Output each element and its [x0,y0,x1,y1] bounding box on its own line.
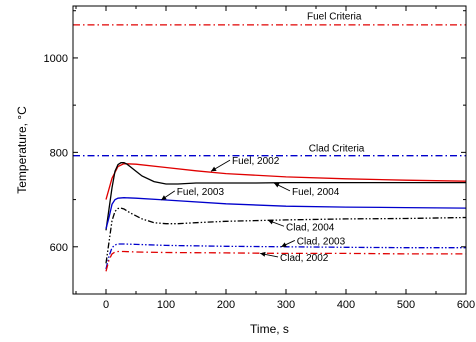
x-tick-label: 200 [217,299,235,311]
annotation-arrowhead [274,183,280,188]
x-tick-label: 0 [103,299,109,311]
annotation-label: Clad, 2003 [297,236,346,247]
series-line-0 [105,163,467,200]
annotation-arrowhead [281,242,287,247]
y-tick-label: 800 [50,147,68,159]
annotation-label: Clad, 2004 [286,222,335,233]
annotation-label: Clad Criteria [309,143,365,154]
x-axis-title: Time, s [250,322,289,336]
annotation-arrowhead [260,251,266,257]
annotation-arrowhead [211,166,217,172]
x-tick-label: 300 [277,299,295,311]
y-tick-label: 1000 [44,53,68,65]
x-tick-label: 500 [397,299,415,311]
x-tick-label: 400 [337,299,355,311]
annotation-arrowhead [161,195,167,200]
plot-frame [72,5,467,295]
series-line-4 [105,243,466,270]
annotation-label: Fuel Criteria [307,12,362,23]
annotation-label: Fuel, 2003 [177,187,225,198]
y-tick-label: 600 [50,242,68,254]
annotation-arrowhead [268,219,274,225]
series-line-2 [105,197,467,229]
annotation-label: Fuel, 2002 [232,156,280,167]
series-line-5 [105,250,466,272]
annotation-label: Fuel, 2004 [292,187,340,198]
y-axis-title: Temperature, °C [15,106,29,194]
x-tick-label: 600 [457,299,475,311]
annotation-label: Clad, 2002 [280,253,329,264]
x-tick-label: 100 [157,299,175,311]
series-line-1 [105,162,466,231]
